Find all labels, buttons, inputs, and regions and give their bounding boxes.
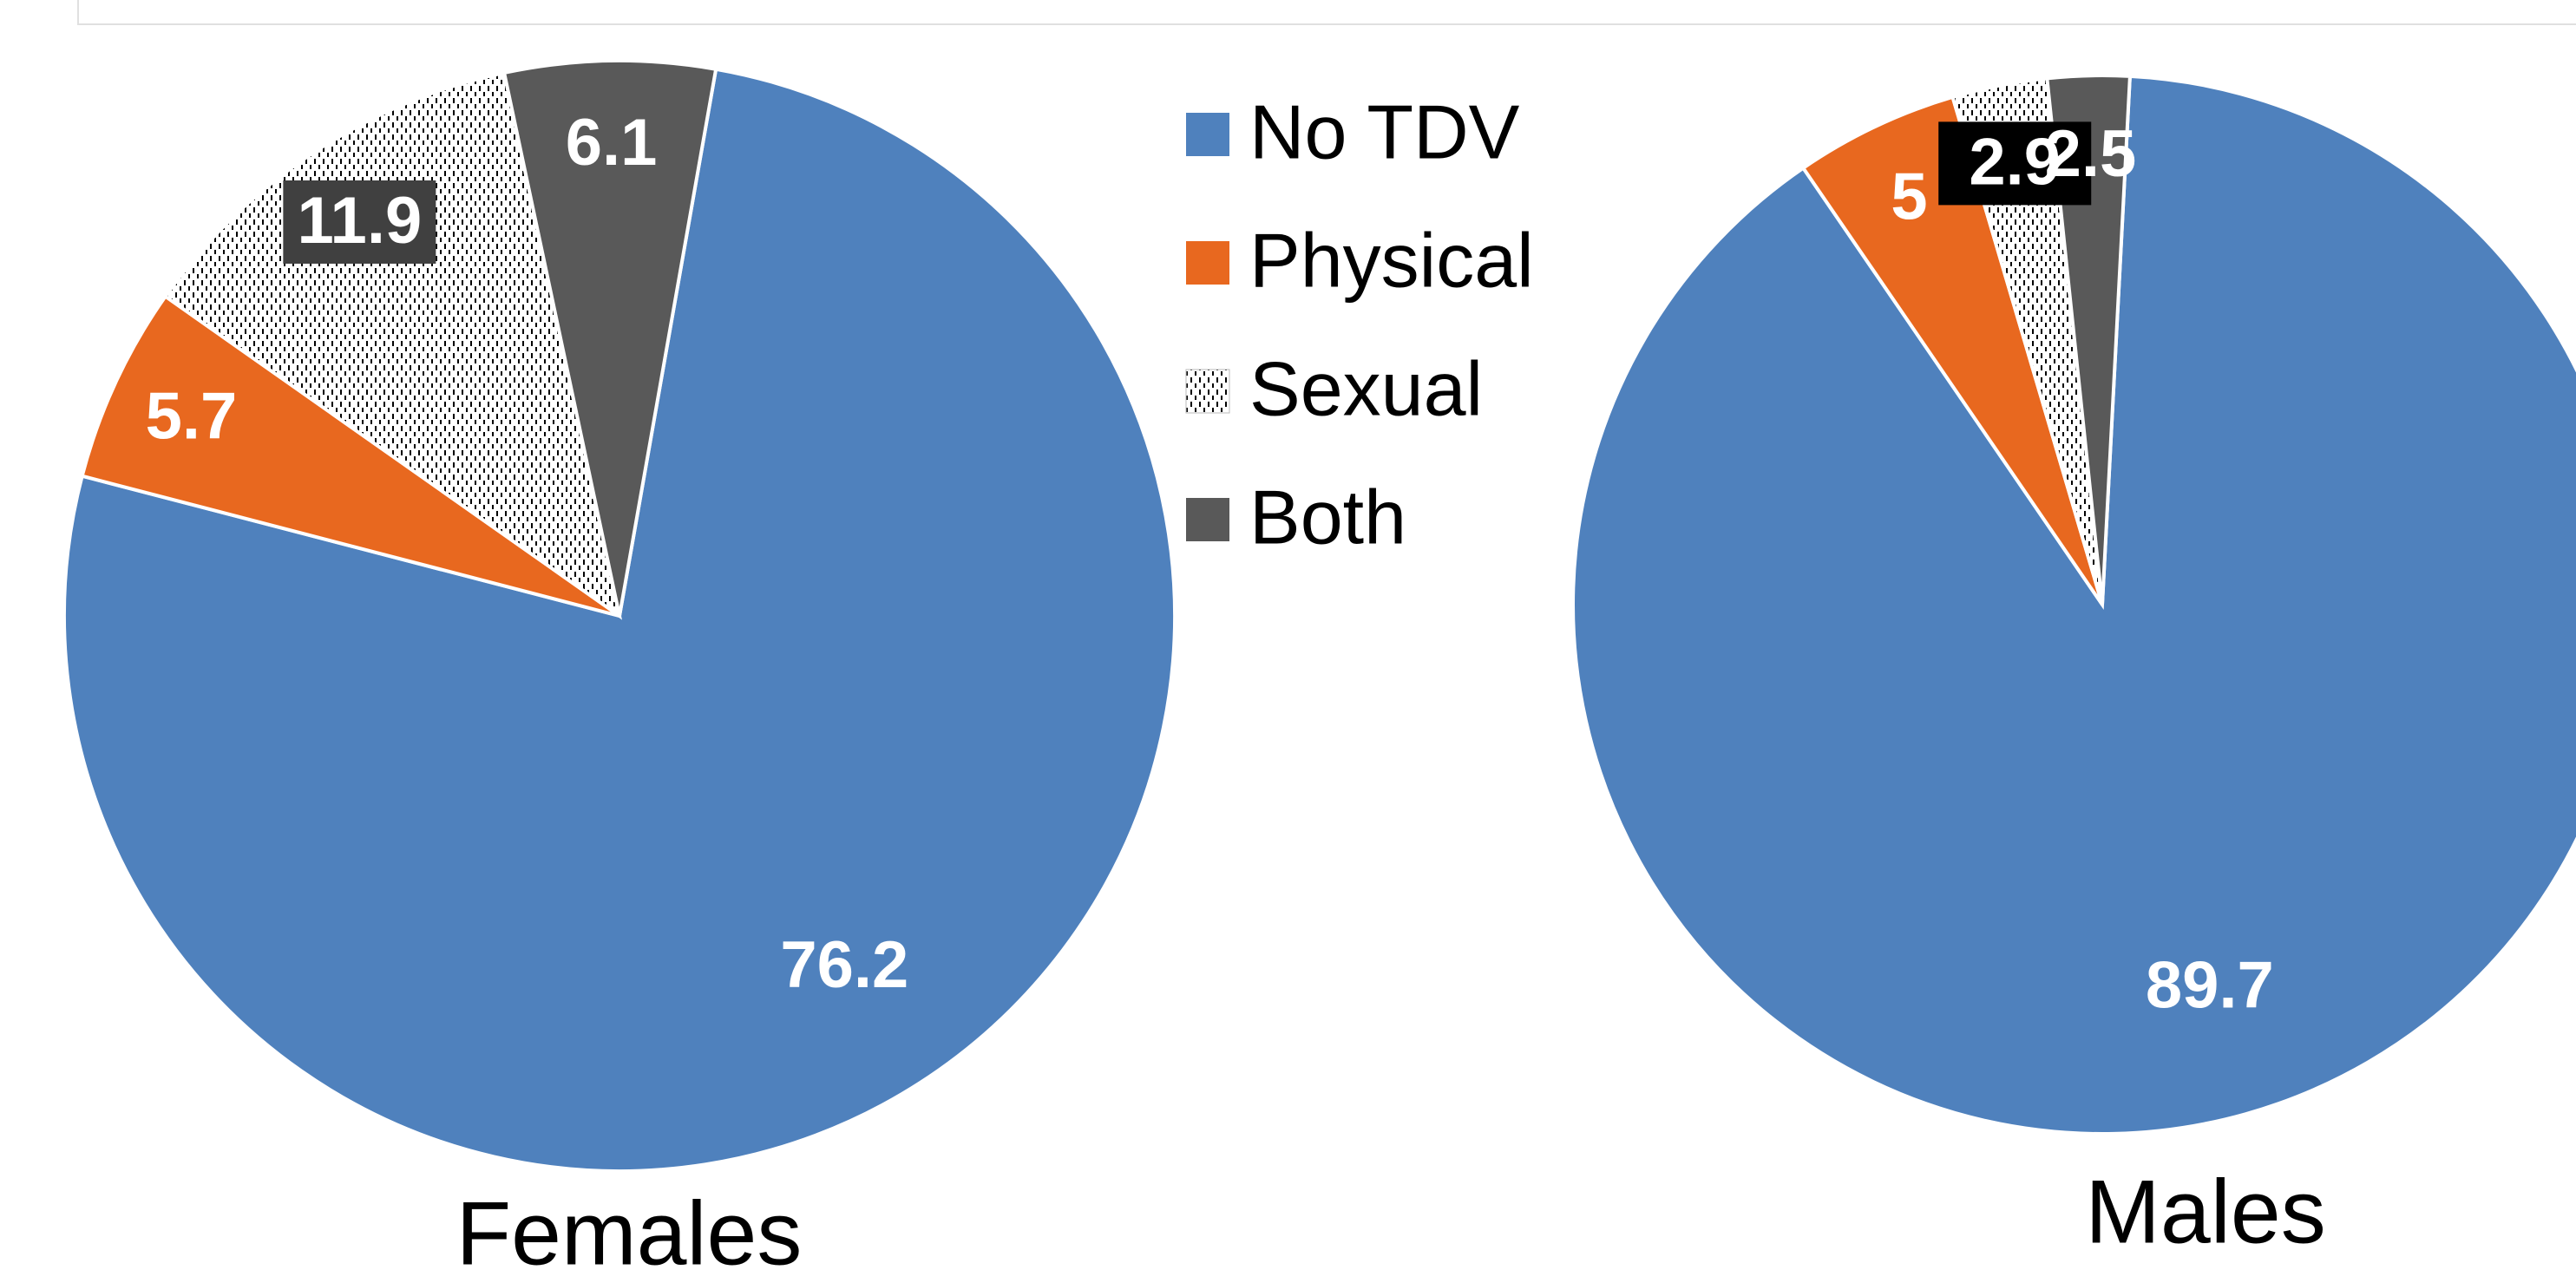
legend-swatch: [1186, 498, 1229, 541]
data-label: 5: [1891, 160, 1927, 234]
pie-slice: [1571, 74, 2576, 1136]
pie-slice: [501, 59, 718, 617]
pie-chart: 89.7 5 2.92.5 Males: [1571, 74, 2576, 1262]
data-label: 76.2: [780, 928, 908, 1002]
chart-title: Males: [2085, 1162, 2325, 1262]
chart-title: Females: [456, 1183, 803, 1283]
legend-label: Sexual: [1249, 345, 1483, 431]
data-label: 89.7: [2146, 949, 2274, 1023]
label-box: [283, 180, 436, 264]
legend-swatch: [1186, 241, 1229, 285]
header-frame: [77, 0, 2576, 25]
legend-label: Both: [1249, 474, 1406, 560]
data-label: 11.9: [297, 184, 422, 258]
pie-slice: [2045, 74, 2133, 605]
legend-swatch: [1185, 369, 1230, 414]
legend-label: Physical: [1249, 217, 1534, 303]
pie-slice: [62, 67, 1177, 1173]
legend-swatch: [1186, 113, 1229, 156]
legend: No TDV Physical Sexual Both: [1185, 88, 1534, 560]
data-label: 5.7: [146, 379, 238, 453]
data-label: 2.9: [1969, 125, 2061, 199]
pie-slice: [162, 70, 623, 620]
label-box: [1938, 121, 2092, 206]
data-label: 2.5: [2045, 117, 2137, 191]
pie-slice: [1800, 95, 2104, 606]
pie-slice: [80, 293, 621, 618]
data-label: 6.1: [566, 106, 658, 180]
legend-label: No TDV: [1249, 88, 1520, 174]
charts: 76.2 5.7 11.9 6.1 Females 89.7 5 2.92.5 Males: [62, 59, 2576, 1283]
pie-chart: 76.2 5.7 11.9 6.1 Females: [62, 59, 1177, 1283]
